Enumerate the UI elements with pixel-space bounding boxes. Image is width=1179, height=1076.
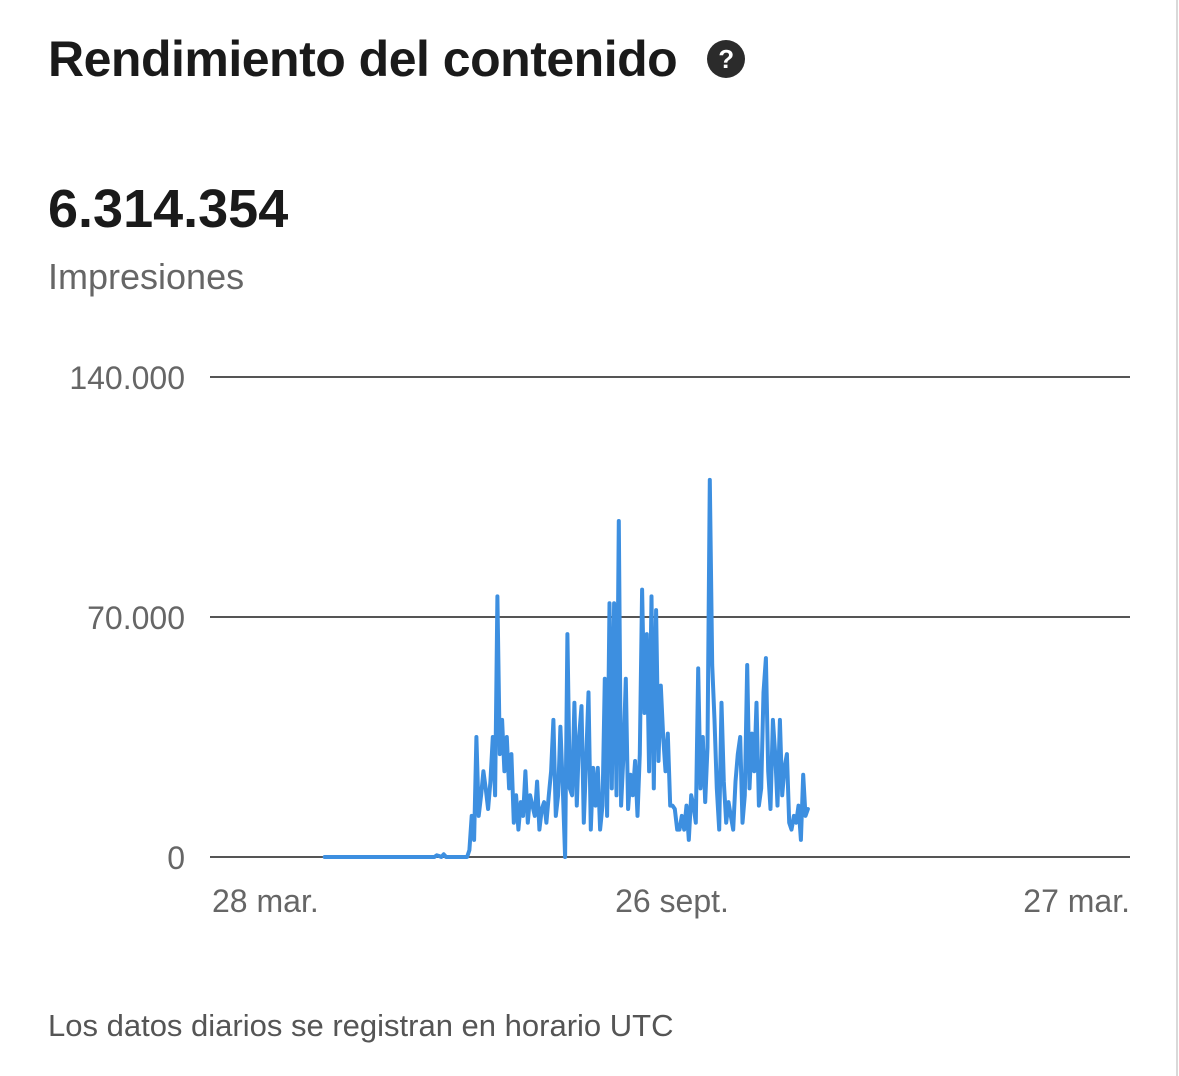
y-tick-label-2: 140.000 bbox=[69, 360, 185, 396]
x-tick-label-1: 26 sept. bbox=[615, 883, 729, 919]
impressions-chart: 0 70.000 140.000 28 mar. 26 sept. 27 mar. bbox=[69, 360, 1130, 919]
x-tick-label-0: 28 mar. bbox=[212, 883, 319, 919]
impressions-total: 6.314.354 bbox=[48, 179, 289, 239]
header: Rendimiento del contenido ? bbox=[48, 30, 746, 88]
x-tick-label-2: 27 mar. bbox=[1023, 883, 1130, 919]
impressions-label: Impresiones bbox=[48, 256, 245, 297]
right-edge-divider bbox=[1176, 0, 1178, 1076]
question-circle-icon[interactable]: ? bbox=[707, 40, 746, 78]
y-tick-label-1: 70.000 bbox=[87, 600, 185, 636]
footnote: Los datos diarios se registran en horari… bbox=[48, 1008, 674, 1043]
page-title: Rendimiento del contenido bbox=[48, 31, 678, 87]
series-line-0 bbox=[322, 477, 810, 859]
y-tick-label-0: 0 bbox=[167, 840, 185, 876]
